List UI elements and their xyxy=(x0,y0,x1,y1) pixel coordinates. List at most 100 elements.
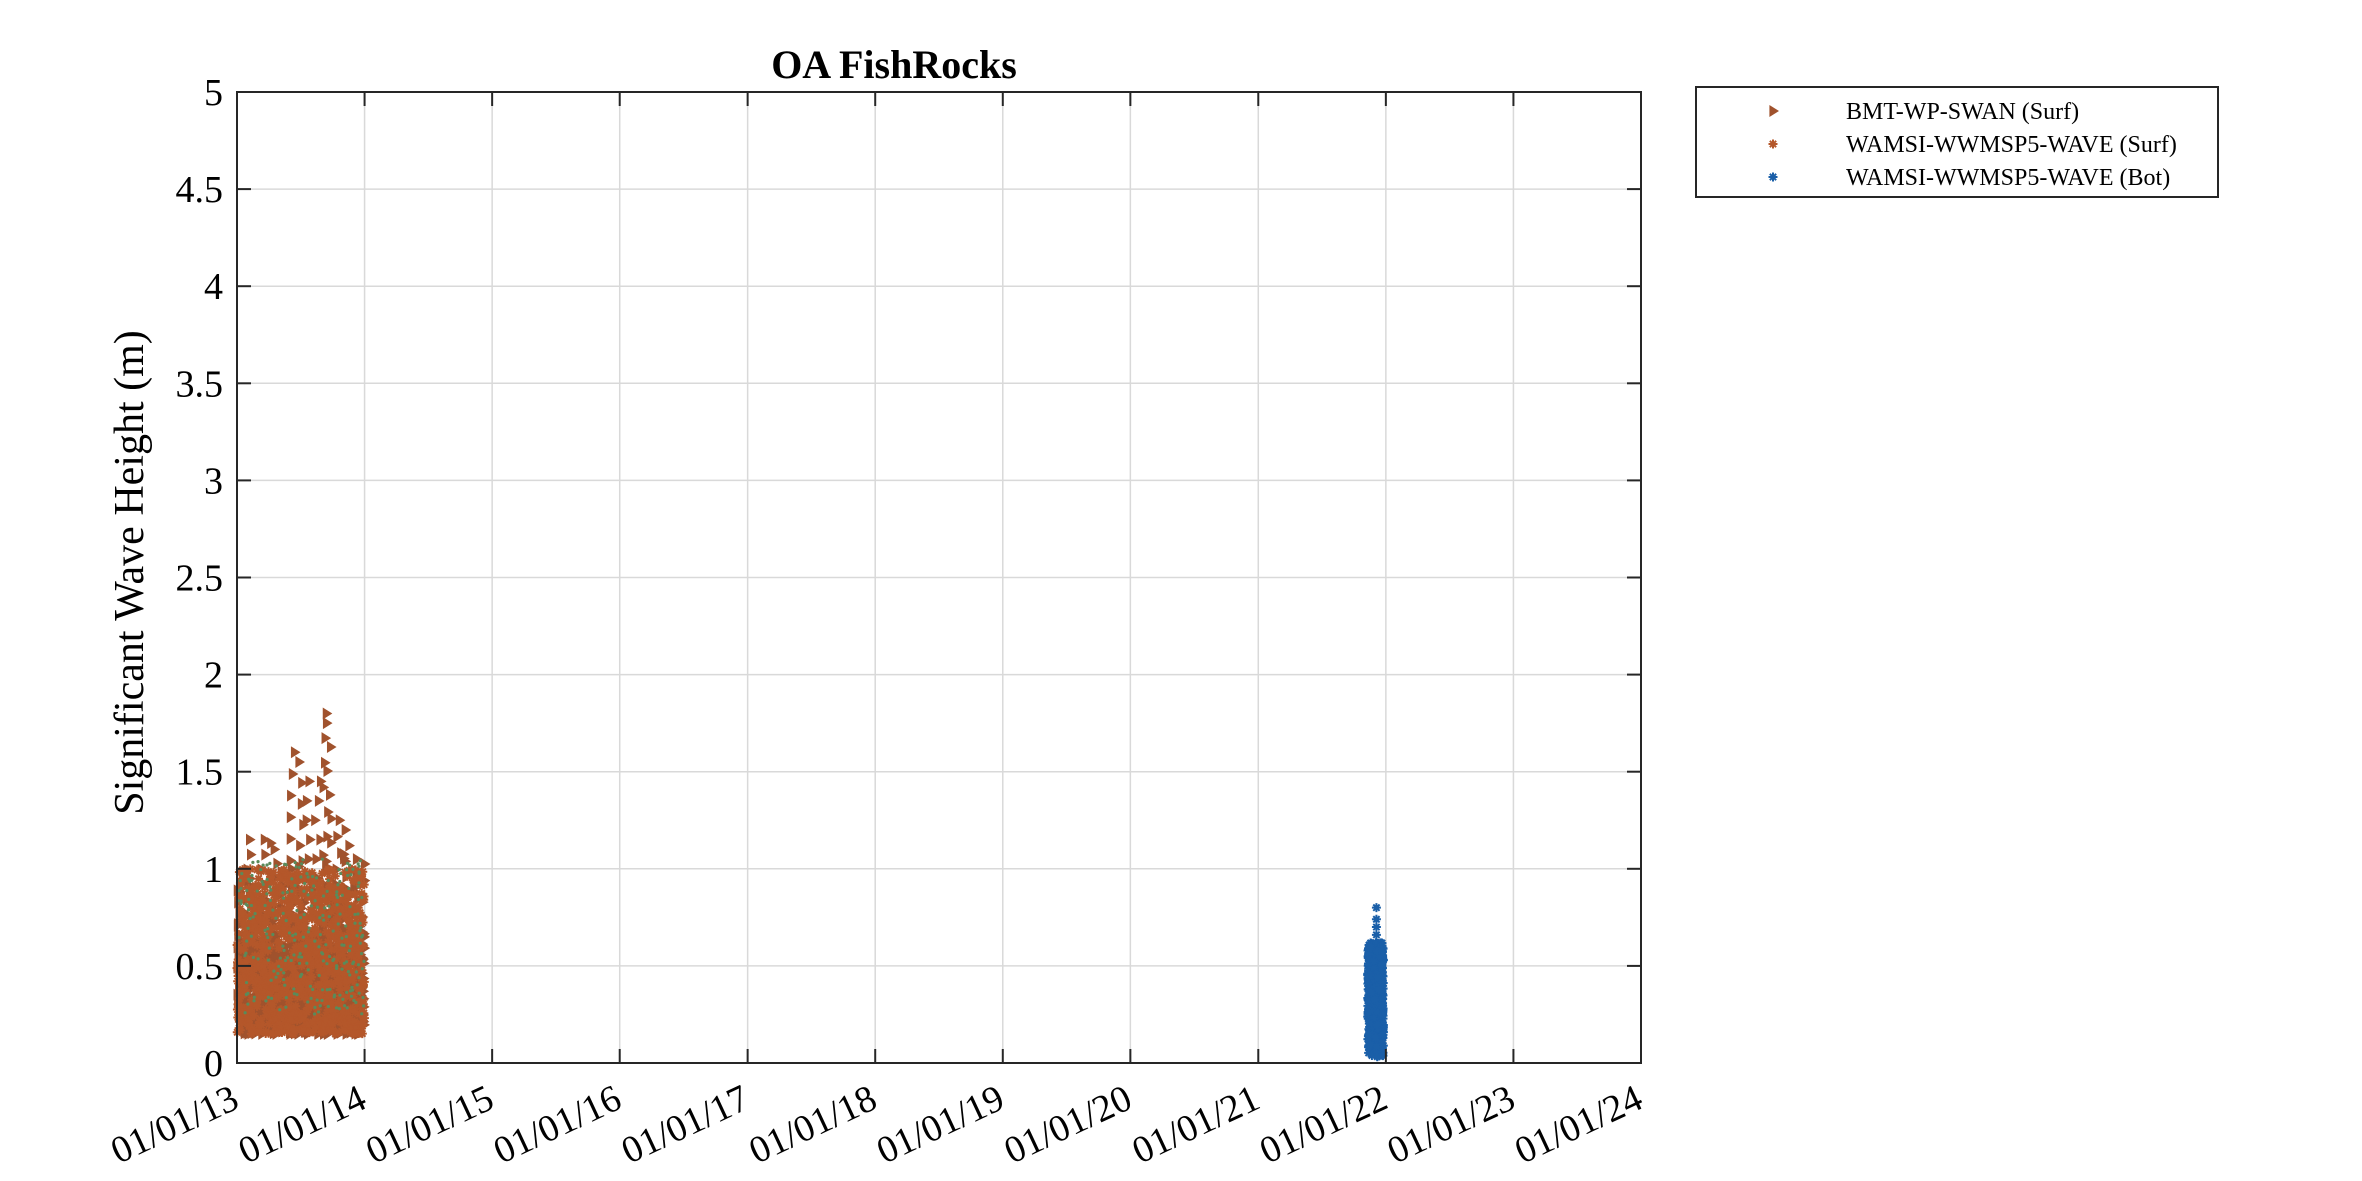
x-tick-label: 01/01/23 xyxy=(1381,1077,1521,1172)
data-point xyxy=(306,930,311,934)
data-point xyxy=(320,988,325,992)
data-point xyxy=(342,1019,352,1029)
data-point xyxy=(269,996,274,1000)
data-point xyxy=(325,988,329,992)
data-point xyxy=(262,957,272,967)
data-point xyxy=(243,1011,247,1015)
data-point xyxy=(284,919,288,923)
data-point xyxy=(261,1027,271,1037)
data-point xyxy=(357,976,361,980)
data-point xyxy=(297,961,302,965)
data-point xyxy=(310,888,314,892)
data-point xyxy=(264,929,274,939)
data-point xyxy=(311,814,321,827)
data-point xyxy=(326,1004,330,1009)
data-point xyxy=(248,884,258,894)
data-point xyxy=(1378,1030,1388,1040)
data-point xyxy=(324,806,334,819)
data-point xyxy=(1364,966,1374,976)
data-point xyxy=(269,888,273,892)
data-point xyxy=(336,882,346,892)
data-point xyxy=(353,918,363,928)
data-point xyxy=(1377,946,1387,956)
data-point xyxy=(327,998,337,1008)
data-point xyxy=(306,893,310,897)
data-point xyxy=(294,865,298,869)
data-point xyxy=(297,865,301,870)
data-point xyxy=(266,935,270,940)
data-point xyxy=(358,917,368,927)
y-tick-label: 1.5 xyxy=(176,752,224,794)
x-tick-label: 01/01/13 xyxy=(105,1077,245,1172)
data-point xyxy=(329,960,339,970)
data-point xyxy=(305,956,315,966)
data-point xyxy=(337,945,347,955)
data-point xyxy=(326,878,330,883)
data-point xyxy=(1364,949,1374,959)
data-point xyxy=(313,1009,323,1019)
data-point xyxy=(345,990,349,994)
data-point xyxy=(248,973,258,983)
data-point xyxy=(345,868,349,872)
data-point xyxy=(300,862,304,866)
data-point xyxy=(359,995,369,1005)
data-point xyxy=(357,871,367,881)
data-point xyxy=(358,867,368,877)
data-point xyxy=(312,853,323,866)
data-point xyxy=(357,864,361,868)
data-point xyxy=(290,889,294,893)
data-point xyxy=(249,934,253,938)
data-point xyxy=(259,867,263,872)
data-point xyxy=(329,980,339,990)
data-point xyxy=(344,924,348,928)
data-point xyxy=(278,906,288,916)
data-point xyxy=(1371,914,1381,924)
data-point xyxy=(347,1023,357,1033)
data-point xyxy=(282,918,292,928)
data-point xyxy=(237,935,241,940)
data-point xyxy=(337,1003,347,1013)
data-point xyxy=(285,890,289,894)
data-point xyxy=(356,973,366,983)
data-point xyxy=(253,986,263,996)
data-point xyxy=(306,875,310,879)
data-point xyxy=(337,847,347,860)
data-point xyxy=(244,1020,254,1030)
data-point xyxy=(342,943,346,947)
data-point xyxy=(340,867,350,877)
data-point xyxy=(238,879,242,883)
data-point xyxy=(268,861,272,865)
data-point xyxy=(317,896,327,906)
data-point xyxy=(262,1010,272,1020)
data-point xyxy=(338,993,342,997)
data-point xyxy=(257,977,267,987)
data-point xyxy=(336,922,340,926)
data-point xyxy=(282,971,286,975)
data-point xyxy=(354,950,364,960)
data-point xyxy=(274,864,278,868)
data-point xyxy=(254,874,264,884)
data-point xyxy=(271,965,281,975)
data-point xyxy=(275,1019,285,1029)
data-point xyxy=(304,977,314,987)
legend-entry-label: WAMSI-WWMSP5-WAVE (Bot) xyxy=(1846,165,2170,191)
data-point xyxy=(243,953,247,958)
data-point xyxy=(356,884,360,888)
data-point xyxy=(350,988,355,992)
data-point xyxy=(347,947,357,957)
data-point xyxy=(269,867,279,877)
data-point xyxy=(250,959,260,969)
data-point xyxy=(303,881,307,886)
data-point xyxy=(340,967,344,971)
data-point xyxy=(259,940,269,950)
data-point xyxy=(335,903,339,907)
data-point xyxy=(265,906,275,916)
data-point xyxy=(342,937,352,947)
data-point xyxy=(307,972,317,982)
data-point xyxy=(1378,1011,1388,1021)
data-point xyxy=(272,994,282,1004)
y-tick-label: 4 xyxy=(204,266,223,308)
data-point xyxy=(1367,1050,1377,1060)
data-point xyxy=(277,964,281,968)
data-point xyxy=(269,978,273,982)
